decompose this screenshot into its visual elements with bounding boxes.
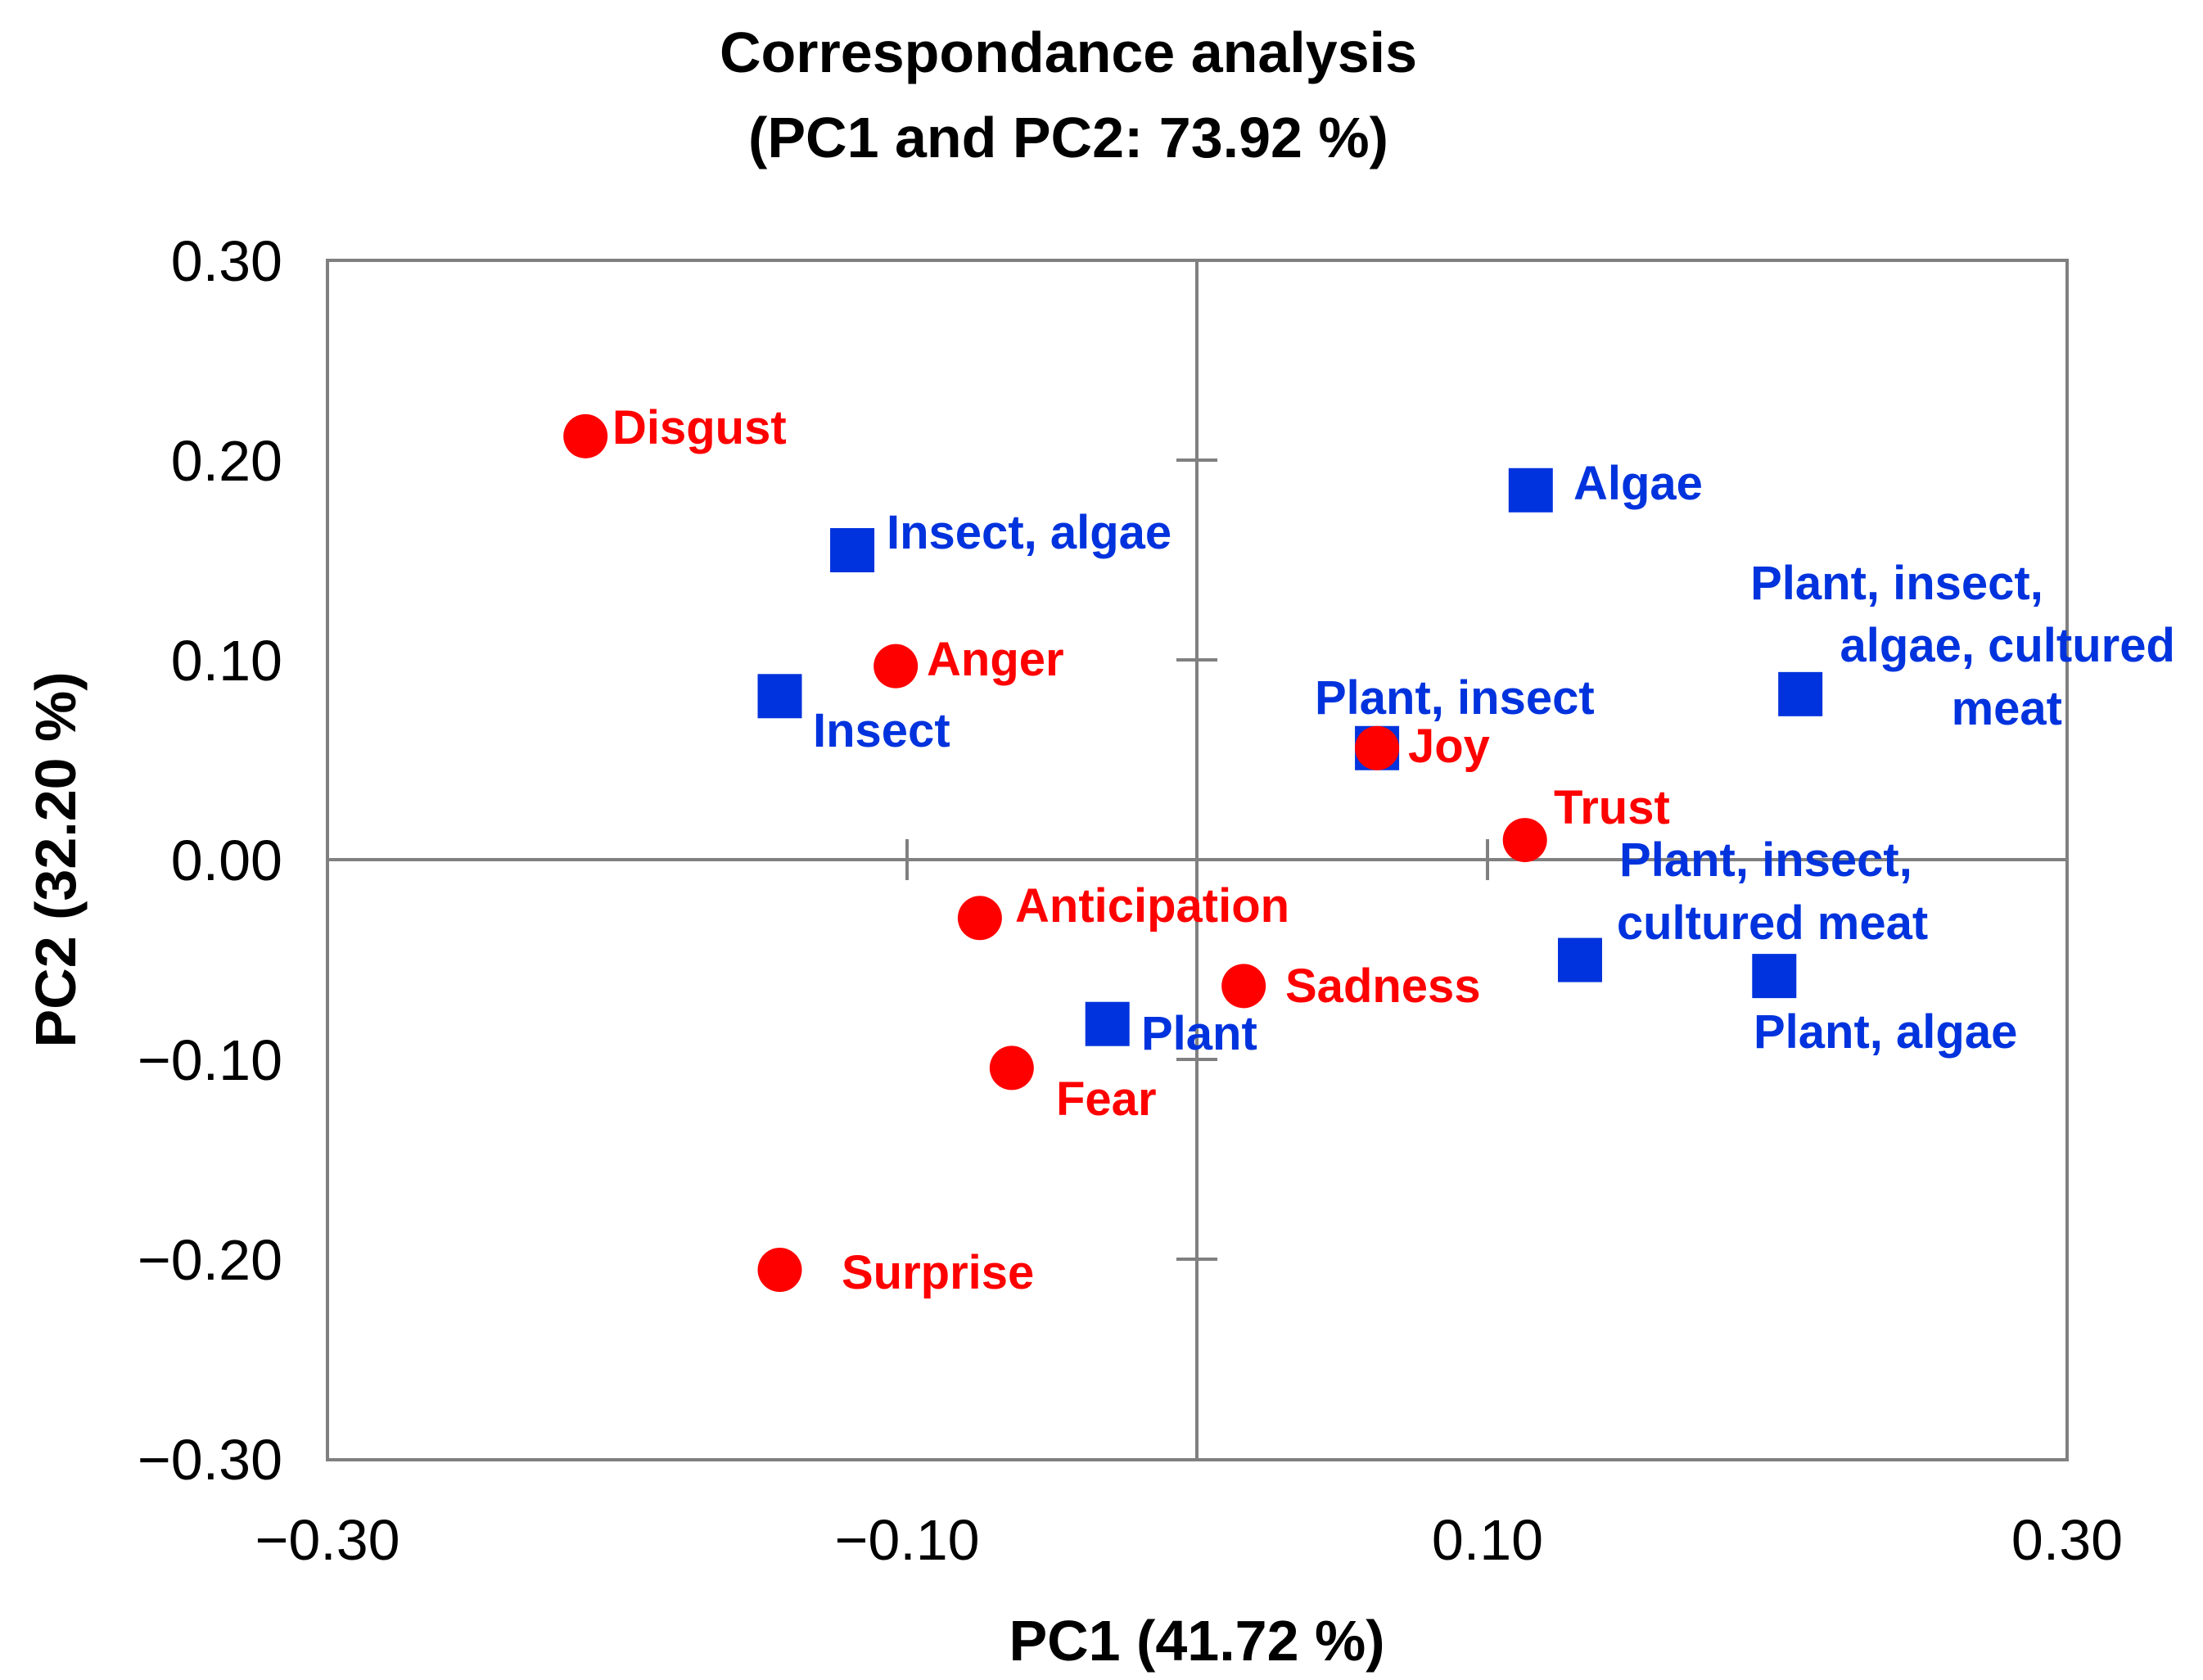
- data-markers: [563, 413, 1823, 1293]
- circle-marker-surprise: [757, 1248, 802, 1293]
- square-marker-plant-insect-algae-cultured-meat: [1778, 671, 1823, 716]
- y-tick-label: 0.10: [171, 629, 282, 693]
- point-labels: Disgust Anger Joy Trust Anticipation Sad…: [612, 401, 2188, 1299]
- chart-title-line-1: Correspondance analysis: [720, 20, 1417, 84]
- x-tick-label: 0.10: [1432, 1508, 1543, 1572]
- x-tick-label: −0.30: [255, 1508, 400, 1572]
- x-axis-label: PC1 (41.72 %): [1009, 1609, 1384, 1673]
- point-label-anger: Anger: [927, 633, 1064, 686]
- point-label-sadness: Sadness: [1285, 960, 1481, 1013]
- square-marker-plant-algae: [1752, 954, 1797, 999]
- point-label-anticipation: Anticipation: [1015, 879, 1289, 933]
- circle-marker-disgust: [563, 413, 608, 458]
- point-label-plant: Plant: [1141, 1007, 1257, 1060]
- circle-marker-joy: [1355, 725, 1400, 770]
- chart-title-line-2: (PC1 and PC2: 73.92 %): [748, 106, 1388, 169]
- point-label-trust: Trust: [1554, 781, 1670, 834]
- y-axis-label: PC2 (32.20 %): [24, 671, 88, 1047]
- point-label-plant-insect-algae-cultured-meat: Plant, insect, algae, cultured meat: [1750, 557, 2188, 735]
- circle-marker-anticipation: [957, 896, 1002, 941]
- point-label-disgust: Disgust: [612, 401, 787, 454]
- point-label-plant-insect: Plant, insect: [1315, 671, 1595, 725]
- point-label-plant-algae: Plant, algae: [1754, 1005, 2017, 1059]
- circle-marker-anger: [874, 644, 919, 689]
- square-marker-insect: [757, 674, 802, 719]
- point-label-fear: Fear: [1056, 1073, 1157, 1126]
- point-label-algae: Algae: [1573, 457, 1703, 510]
- point-label-insect: Insect: [813, 704, 950, 757]
- square-marker-algae: [1508, 467, 1553, 513]
- circle-marker-fear: [989, 1045, 1034, 1091]
- y-tick-label: −0.10: [138, 1028, 282, 1092]
- y-tick-label: −0.30: [138, 1428, 282, 1492]
- circle-marker-sadness: [1221, 964, 1266, 1009]
- square-marker-plant: [1085, 1001, 1130, 1046]
- x-tick-label: 0.30: [2011, 1508, 2123, 1572]
- point-label-plant-insect-cultured-meat: Plant, insect, cultured meat: [1617, 833, 1928, 950]
- y-tick-label: −0.20: [138, 1228, 282, 1292]
- square-marker-plant-insect-cultured-meat: [1558, 937, 1602, 982]
- point-label-insect-algae: Insect, algae: [887, 506, 1171, 559]
- y-tick-label: 0.20: [171, 429, 282, 493]
- circle-marker-trust: [1502, 818, 1547, 863]
- square-marker-insect-algae: [830, 528, 875, 573]
- point-label-joy: Joy: [1408, 720, 1490, 773]
- axis-tick-marks: [905, 458, 1489, 1261]
- y-tick-label: 0.00: [171, 829, 282, 892]
- point-label-surprise: Surprise: [842, 1246, 1034, 1299]
- x-tick-label: −0.10: [834, 1508, 979, 1572]
- y-tick-label: 0.30: [171, 229, 282, 293]
